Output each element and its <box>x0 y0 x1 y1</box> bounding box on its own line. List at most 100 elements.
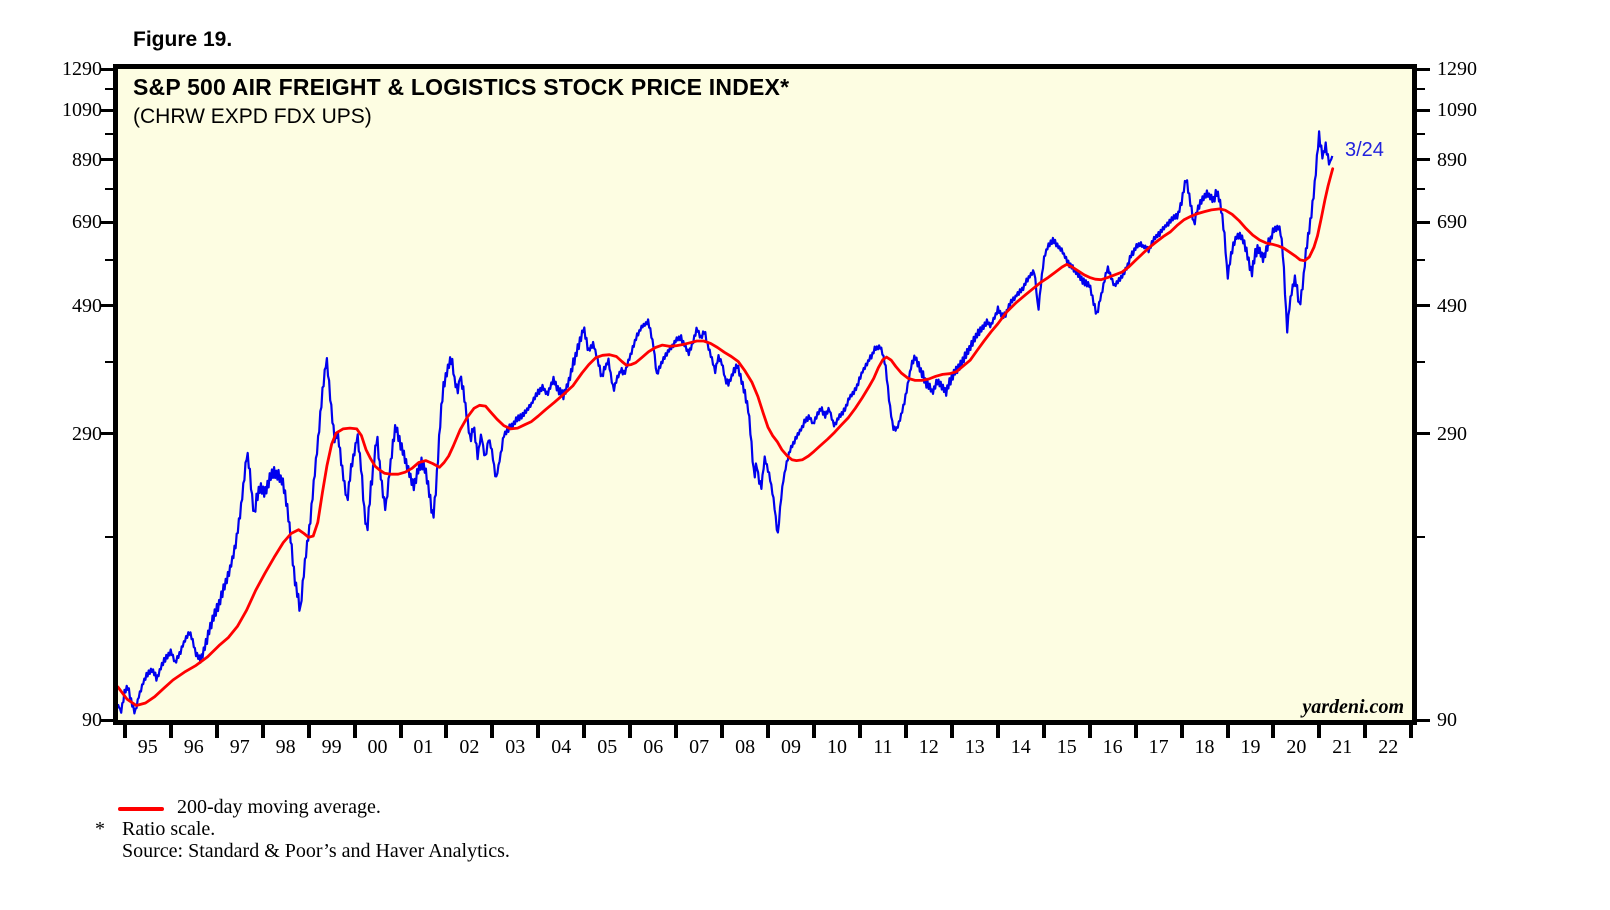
x-axis-year-tick <box>1225 725 1230 738</box>
x-axis-year-label: 95 <box>137 736 158 758</box>
x-axis-year-label: 09 <box>781 736 801 758</box>
chart-title: S&P 500 AIR FREIGHT & LOGISTICS STOCK PR… <box>133 74 790 100</box>
y-axis-minor-tick-right <box>1417 259 1425 262</box>
x-axis-year-tick <box>1041 725 1046 738</box>
x-axis-year-tick <box>1133 725 1138 738</box>
y-axis-label-left: 490 <box>72 294 102 317</box>
footnote-asterisk: * <box>95 818 105 840</box>
y-axis-minor-tick-left <box>105 536 113 539</box>
x-axis-year-label: 08 <box>735 736 756 758</box>
figure-label: Figure 19. <box>133 28 233 51</box>
x-axis-year-label: 98 <box>275 736 296 758</box>
x-axis-year-label: 01 <box>413 736 434 758</box>
y-axis-label-left: 90 <box>82 709 102 731</box>
y-axis-major-tick-right <box>1417 304 1430 308</box>
y-axis-major-tick-right <box>1417 67 1430 71</box>
x-axis-year-tick <box>306 725 311 738</box>
y-axis-label-right: 890 <box>1437 148 1467 171</box>
latest-date-label: 3/24 <box>1345 139 1384 161</box>
x-axis-year-label: 20 <box>1286 736 1307 758</box>
y-axis-minor-tick-left <box>105 132 113 135</box>
footnote-source: Source: Standard & Poor’s and Haver Anal… <box>122 840 510 862</box>
x-axis-year-tick <box>490 725 495 738</box>
y-axis-label-right: 1090 <box>1437 99 1477 122</box>
x-axis-year-label: 99 <box>321 736 342 758</box>
price-index-line <box>118 130 1334 715</box>
y-axis-minor-tick-left <box>105 259 113 262</box>
y-axis-minor-tick-left <box>105 87 113 90</box>
x-axis-year-label: 03 <box>505 736 526 758</box>
x-axis-year-tick <box>812 725 816 738</box>
y-axis-minor-tick-left <box>105 187 113 190</box>
x-axis-year-tick <box>1087 725 1092 738</box>
x-axis-year-tick <box>536 725 541 738</box>
y-axis-label-left: 1290 <box>62 58 102 80</box>
x-axis-year-tick <box>628 725 633 738</box>
x-axis-year-label: 10 <box>827 736 847 758</box>
x-axis-year-label: 15 <box>1056 736 1077 758</box>
x-axis-year-label: 22 <box>1378 736 1399 758</box>
x-axis-year-label: 16 <box>1102 736 1123 758</box>
x-axis-year-tick <box>1179 725 1184 738</box>
x-axis-year-label: 04 <box>551 736 572 758</box>
chart-subtitle: (CHRW EXPD FDX UPS) <box>133 105 372 128</box>
x-axis-year-label: 11 <box>873 736 893 758</box>
x-axis-year-tick <box>168 725 173 738</box>
x-axis-year-label: 14 <box>1010 736 1031 758</box>
watermark-yardeni: yardeni.com <box>1302 696 1404 718</box>
moving-average-line <box>118 167 1335 707</box>
x-axis-year-tick <box>1363 725 1368 738</box>
y-axis-major-tick-left <box>100 67 113 71</box>
x-axis-year-label: 02 <box>459 736 480 758</box>
y-axis-label-right: 1290 <box>1437 58 1477 80</box>
y-axis-label-left: 290 <box>72 422 102 445</box>
y-axis-minor-tick-right <box>1417 187 1425 190</box>
y-axis-major-tick-right <box>1417 718 1430 722</box>
y-axis-label-right: 290 <box>1437 422 1467 445</box>
x-axis-year-label: 05 <box>597 736 618 758</box>
x-axis-year-label: 07 <box>689 736 710 758</box>
y-axis-label-right: 690 <box>1437 211 1467 233</box>
x-axis-year-tick <box>857 725 862 738</box>
x-axis-year-label: 96 <box>183 736 204 758</box>
y-axis-major-tick-left <box>100 432 113 436</box>
x-axis-year-tick <box>122 725 127 738</box>
x-axis-year-tick <box>1317 725 1322 738</box>
y-axis-label-left: 890 <box>72 148 102 171</box>
series-lines <box>118 130 1335 715</box>
y-axis-label-right: 490 <box>1437 294 1467 317</box>
y-axis-major-tick-right <box>1417 432 1430 436</box>
x-axis-year-label: 18 <box>1194 736 1215 758</box>
x-axis-year-tick <box>582 725 587 738</box>
y-axis-major-tick-right <box>1417 158 1430 162</box>
x-axis-year-tick <box>352 725 357 738</box>
y-axis-minor-tick-right <box>1417 360 1425 363</box>
y-axis-major-tick-left <box>100 108 113 112</box>
y-axis-label-left: 1090 <box>62 99 102 122</box>
y-axis-minor-tick-right <box>1417 87 1425 90</box>
y-axis-major-tick-left <box>100 158 113 162</box>
x-axis-year-label: 21 <box>1332 736 1353 758</box>
plot-area: S&P 500 AIR FREIGHT & LOGISTICS STOCK PR… <box>113 64 1417 725</box>
y-axis-major-tick-left <box>100 220 113 224</box>
y-axis-major-tick-left <box>100 718 113 722</box>
y-axis-minor-tick-left <box>105 360 113 363</box>
x-axis-year-tick <box>398 725 403 738</box>
x-axis-year-label: 19 <box>1240 736 1261 758</box>
x-axis-year-tick <box>720 725 725 738</box>
legend-label: 200-day moving average. <box>177 796 381 818</box>
x-axis-year-label: 17 <box>1148 736 1169 758</box>
x-axis-year-label: 12 <box>918 736 939 758</box>
footnote-ratio-scale: Ratio scale. <box>122 818 216 840</box>
x-axis-year-tick <box>949 725 954 738</box>
x-axis-year-tick <box>995 725 1000 738</box>
x-axis-year-tick <box>1409 725 1414 738</box>
y-axis-major-tick-left <box>100 304 113 308</box>
y-axis-major-tick-right <box>1417 108 1430 112</box>
legend-red-line-swatch <box>118 807 164 811</box>
x-axis-year-tick <box>674 725 679 738</box>
x-axis-year-tick <box>1271 725 1276 738</box>
x-axis-year-tick <box>260 725 265 738</box>
y-axis-label-left: 690 <box>72 211 102 233</box>
